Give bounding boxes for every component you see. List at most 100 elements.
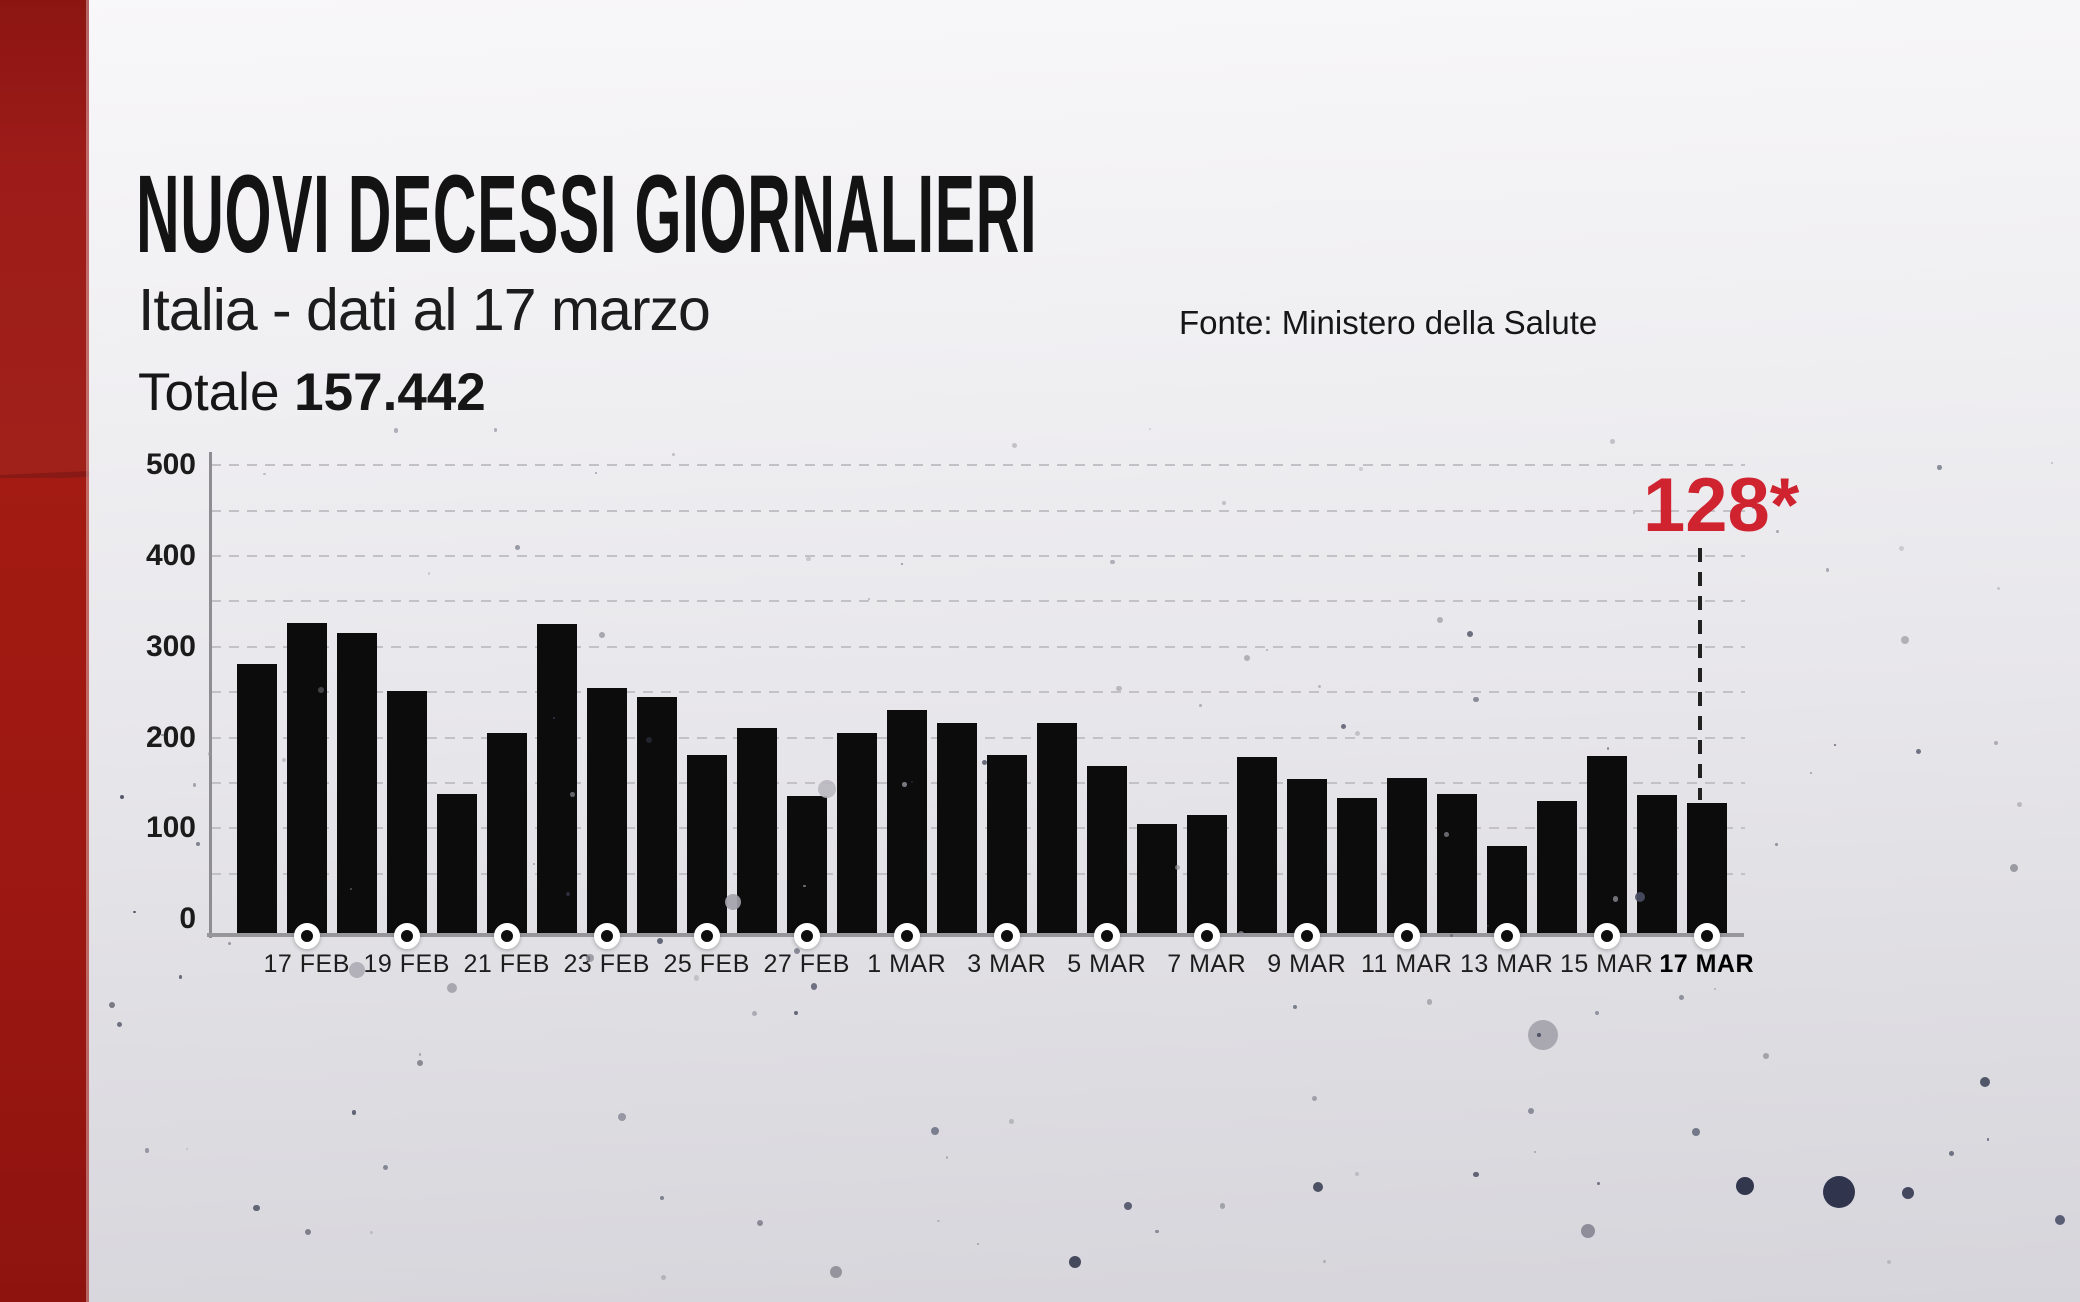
x-tick-label: 15 MAR [1560, 950, 1654, 978]
speck [117, 1021, 123, 1028]
speck [1713, 987, 1717, 991]
speck [1528, 1020, 1558, 1050]
speck [1736, 1177, 1754, 1195]
speck [811, 983, 818, 990]
speck [1486, 924, 1489, 927]
speck [109, 1002, 115, 1008]
speck [133, 910, 136, 913]
gridline [211, 736, 1745, 739]
bar [986, 754, 1027, 936]
speck [910, 780, 913, 784]
speck [1823, 1176, 1855, 1208]
gridline [211, 464, 1745, 467]
speck [1110, 559, 1115, 565]
x-tick-marker-circle [393, 923, 420, 949]
speck [1635, 892, 1645, 902]
speck [1612, 896, 1619, 902]
speck [533, 862, 536, 866]
speck [1597, 1182, 1600, 1185]
x-tick-label: 13 MAR [1460, 950, 1554, 978]
x-tick-label: 19 FEB [363, 950, 450, 978]
x-axis-baseline [207, 933, 1744, 937]
speck [945, 1155, 949, 1159]
speck [1124, 1202, 1132, 1210]
speck [803, 884, 806, 888]
speck [1915, 749, 1921, 754]
speck [417, 1060, 423, 1066]
bar [1236, 757, 1277, 936]
speck [725, 894, 741, 910]
speck [514, 544, 520, 550]
speck [393, 428, 399, 433]
speck [1536, 1032, 1541, 1037]
speck [931, 1127, 939, 1135]
y-tick-label: 400 [145, 539, 196, 572]
y-tick-label: 200 [145, 720, 196, 754]
total-value: 157.442 [294, 363, 486, 422]
x-tick-label: 17 MAR [1659, 950, 1755, 978]
speck [1222, 501, 1226, 505]
speck [1833, 744, 1836, 747]
speck [1155, 1229, 1159, 1234]
speck [185, 1148, 188, 1151]
speck [660, 1275, 666, 1281]
speck [1607, 747, 1610, 750]
bar [386, 691, 427, 936]
x-tick-marker-circle [793, 923, 820, 949]
speck [1993, 741, 1998, 745]
speck [1986, 1138, 1990, 1141]
speck [793, 947, 801, 954]
side-red-band-lower [0, 478, 89, 1302]
speck [1199, 703, 1202, 707]
speck [793, 1011, 798, 1016]
speck [228, 941, 232, 945]
speck [1997, 587, 2000, 590]
gridline [211, 691, 1745, 694]
speck [1244, 655, 1250, 661]
bar [1536, 801, 1577, 936]
page-subtitle: Italia - dati al 17 marzo [138, 277, 711, 343]
bar [936, 722, 977, 936]
gridline [211, 872, 1745, 875]
y-tick-label: 300 [145, 629, 196, 663]
bar [1086, 765, 1127, 936]
speck [1116, 685, 1122, 692]
y-tick-label: 500 [145, 448, 196, 482]
speck [1437, 617, 1443, 623]
speck [1948, 1150, 1954, 1156]
bar [1136, 823, 1177, 936]
bar [1486, 846, 1527, 936]
speck [1763, 1053, 1769, 1059]
speck [263, 472, 266, 476]
source-credit: Fonte: Ministero della Salute [1179, 304, 1598, 341]
speck [1473, 696, 1479, 703]
x-tick-label: 21 FEB [463, 950, 550, 978]
speck [594, 472, 597, 475]
speck [1527, 1107, 1534, 1114]
speck [1265, 648, 1269, 651]
speck [553, 716, 556, 720]
speck [1354, 1171, 1359, 1176]
bar [1636, 794, 1677, 936]
side-red-band-edge [86, 0, 89, 1302]
x-tick-marker-circle [893, 923, 920, 949]
speck [195, 841, 200, 846]
speck [672, 453, 675, 456]
x-tick-label: 7 MAR [1167, 950, 1247, 978]
bar [236, 663, 277, 936]
x-tick-label: 1 MAR [867, 950, 947, 978]
speck [1449, 933, 1453, 937]
speck [1011, 443, 1017, 449]
speck [599, 632, 606, 639]
bar [336, 633, 377, 936]
x-tick-marker-circle [693, 923, 720, 949]
bar [286, 623, 327, 936]
speck [1825, 568, 1830, 572]
speck [586, 954, 594, 962]
speck [867, 597, 871, 601]
speck [977, 1243, 980, 1246]
speck [253, 1204, 260, 1212]
speck [1774, 843, 1778, 847]
speck [192, 783, 197, 787]
total-label: Totale [138, 363, 280, 422]
